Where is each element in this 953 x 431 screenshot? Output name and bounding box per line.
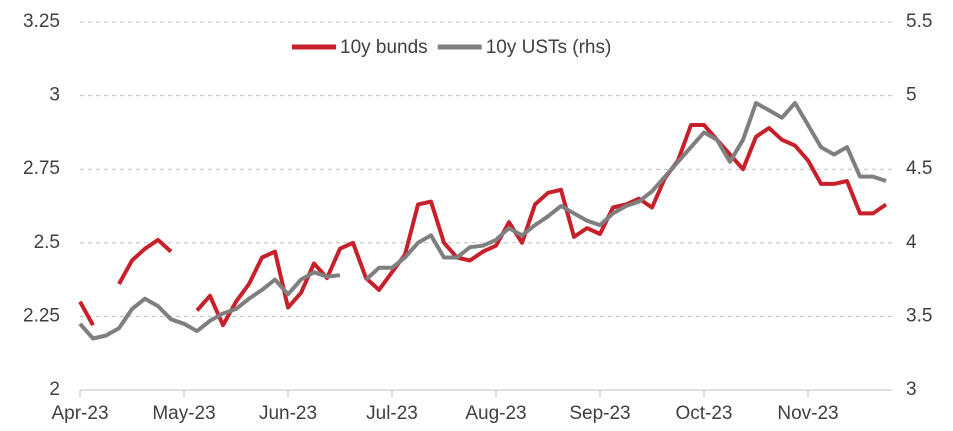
x-tick-label: Sep-23 [569,403,630,424]
y2-tick-label: 4.5 [906,158,932,179]
series-line [78,123,888,328]
y-tick-label: 2 [49,379,60,400]
y2-tick-label: 5.5 [906,11,932,32]
y2-tick-label: 5 [906,85,917,106]
y2-tick-label: 3 [906,379,917,400]
y-tick-label: 3 [49,85,60,106]
y-tick-label: 2.25 [23,305,60,326]
y2-tick-label: 3.5 [906,305,932,326]
x-tick-label: Jul-23 [366,403,418,424]
series-line [78,101,887,341]
y2-tick-label: 4 [906,232,917,253]
x-tick-label: Jun-23 [259,403,317,424]
x-tick-label: Apr-23 [51,403,108,424]
y-tick-label: 2.5 [34,232,60,253]
x-tick-label: May-23 [152,403,215,424]
x-tick-label: Nov-23 [777,403,838,424]
x-tick-label: Aug-23 [465,403,526,424]
legend-label: 10y USTs (rhs) [486,37,612,58]
legend-label: 10y bunds [340,37,428,58]
x-tick-label: Oct-23 [675,403,732,424]
y-tick-label: 2.75 [23,158,60,179]
y-tick-label: 3.25 [23,11,60,32]
